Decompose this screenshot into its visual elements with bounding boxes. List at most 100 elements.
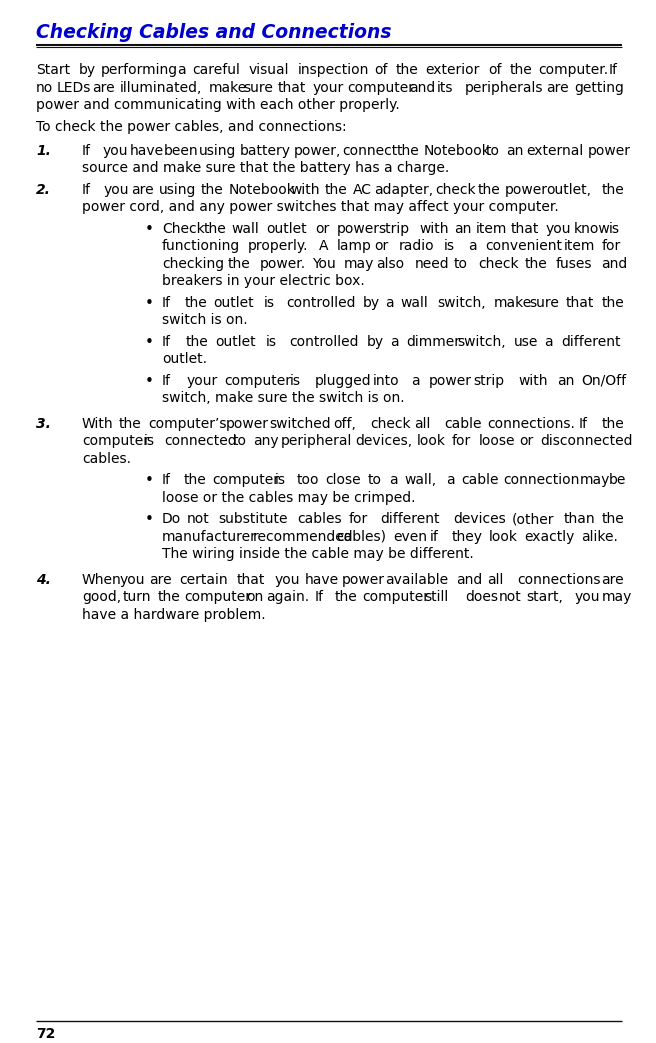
Text: convenient: convenient: [485, 239, 562, 253]
Text: To check the power cables, and connections:: To check the power cables, and connectio…: [36, 120, 346, 134]
Text: or: or: [520, 434, 534, 448]
Text: to: to: [453, 257, 468, 270]
Text: still: still: [424, 590, 448, 604]
Text: Do: Do: [162, 512, 181, 526]
Text: power: power: [588, 144, 631, 157]
Text: getting: getting: [575, 80, 625, 95]
Text: look: look: [417, 434, 446, 448]
Text: connection: connection: [504, 474, 580, 487]
Text: close: close: [325, 474, 361, 487]
Text: If: If: [162, 373, 171, 388]
Text: you: you: [102, 144, 128, 157]
Text: •: •: [145, 221, 154, 237]
Text: a: a: [389, 474, 398, 487]
Text: recommended: recommended: [253, 530, 354, 543]
Text: (other: (other: [512, 512, 554, 526]
Text: dimmer: dimmer: [407, 335, 461, 348]
Text: switched: switched: [270, 416, 331, 431]
Text: certain: certain: [180, 573, 228, 586]
Text: cables): cables): [337, 530, 386, 543]
Text: also: also: [376, 257, 404, 270]
Text: the: the: [325, 183, 348, 197]
Text: peripherals: peripherals: [464, 80, 543, 95]
Text: and: and: [409, 80, 435, 95]
Text: computer.: computer.: [539, 63, 609, 77]
Text: item: item: [564, 239, 595, 253]
Text: on: on: [246, 590, 263, 604]
Text: the: the: [119, 416, 142, 431]
Text: into: into: [373, 373, 400, 388]
Text: by: by: [363, 295, 380, 310]
Text: a: a: [411, 373, 420, 388]
Text: a: a: [544, 335, 553, 348]
Text: or: or: [315, 221, 329, 236]
Text: and: and: [602, 257, 628, 270]
Text: fuses: fuses: [556, 257, 592, 270]
Text: the: the: [602, 512, 625, 526]
Text: the: the: [228, 257, 251, 270]
Text: may: may: [602, 590, 632, 604]
Text: If: If: [82, 183, 91, 197]
Text: If: If: [314, 590, 323, 604]
Text: for: for: [451, 434, 470, 448]
Text: power: power: [337, 221, 379, 236]
Text: 2.: 2.: [36, 183, 51, 197]
Text: to: to: [485, 144, 499, 157]
Text: with: with: [420, 221, 449, 236]
Text: that: that: [277, 80, 306, 95]
Text: than: than: [564, 512, 595, 526]
Text: does: does: [465, 590, 498, 604]
Text: •: •: [145, 512, 154, 527]
Text: strip: strip: [378, 221, 409, 236]
Text: turn: turn: [123, 590, 152, 604]
Text: the: the: [203, 221, 226, 236]
Text: computer: computer: [213, 474, 279, 487]
Text: power and communicating with each other properly.: power and communicating with each other …: [36, 98, 400, 112]
Text: power cord, and any power switches that may affect your computer.: power cord, and any power switches that …: [82, 200, 559, 214]
Text: illuminated,: illuminated,: [119, 80, 202, 95]
Text: the: the: [157, 590, 180, 604]
Text: you: you: [546, 221, 571, 236]
Text: and: and: [457, 573, 483, 586]
Text: 72: 72: [36, 1027, 55, 1041]
Text: been: been: [164, 144, 199, 157]
Text: power: power: [342, 573, 384, 586]
Text: have: have: [304, 573, 338, 586]
Text: manufacturer: manufacturer: [162, 530, 257, 543]
Text: you: you: [119, 573, 144, 586]
Text: cable: cable: [461, 474, 499, 487]
Text: if: if: [430, 530, 438, 543]
Text: outlet.: outlet.: [162, 353, 207, 366]
Text: with: with: [519, 373, 548, 388]
Text: functioning: functioning: [162, 239, 240, 253]
Text: make: make: [493, 295, 531, 310]
Text: power: power: [226, 416, 269, 431]
Text: different: different: [561, 335, 621, 348]
Text: careful: careful: [192, 63, 240, 77]
Text: the: the: [510, 63, 533, 77]
Text: peripheral: peripheral: [281, 434, 352, 448]
Text: battery: battery: [239, 144, 291, 157]
Text: is: is: [290, 373, 301, 388]
Text: item: item: [476, 221, 507, 236]
Text: check: check: [436, 183, 476, 197]
Text: switch,: switch,: [457, 335, 506, 348]
Text: sure: sure: [529, 295, 560, 310]
Text: the: the: [396, 144, 419, 157]
Text: cables: cables: [297, 512, 342, 526]
Text: The wiring inside the cable may be different.: The wiring inside the cable may be diffe…: [162, 548, 474, 561]
Text: connected: connected: [164, 434, 237, 448]
Text: the: the: [602, 416, 625, 431]
Text: radio: radio: [399, 239, 434, 253]
Text: outlet: outlet: [215, 335, 256, 348]
Text: Checking Cables and Connections: Checking Cables and Connections: [36, 23, 392, 42]
Text: wall: wall: [232, 221, 260, 236]
Text: LEDs: LEDs: [57, 80, 91, 95]
Text: by: by: [367, 335, 384, 348]
Text: If: If: [608, 63, 617, 77]
Text: are: are: [150, 573, 172, 586]
Text: computer: computer: [362, 590, 430, 604]
Text: If: If: [82, 144, 91, 157]
Text: or: or: [375, 239, 389, 253]
Text: different: different: [380, 512, 440, 526]
